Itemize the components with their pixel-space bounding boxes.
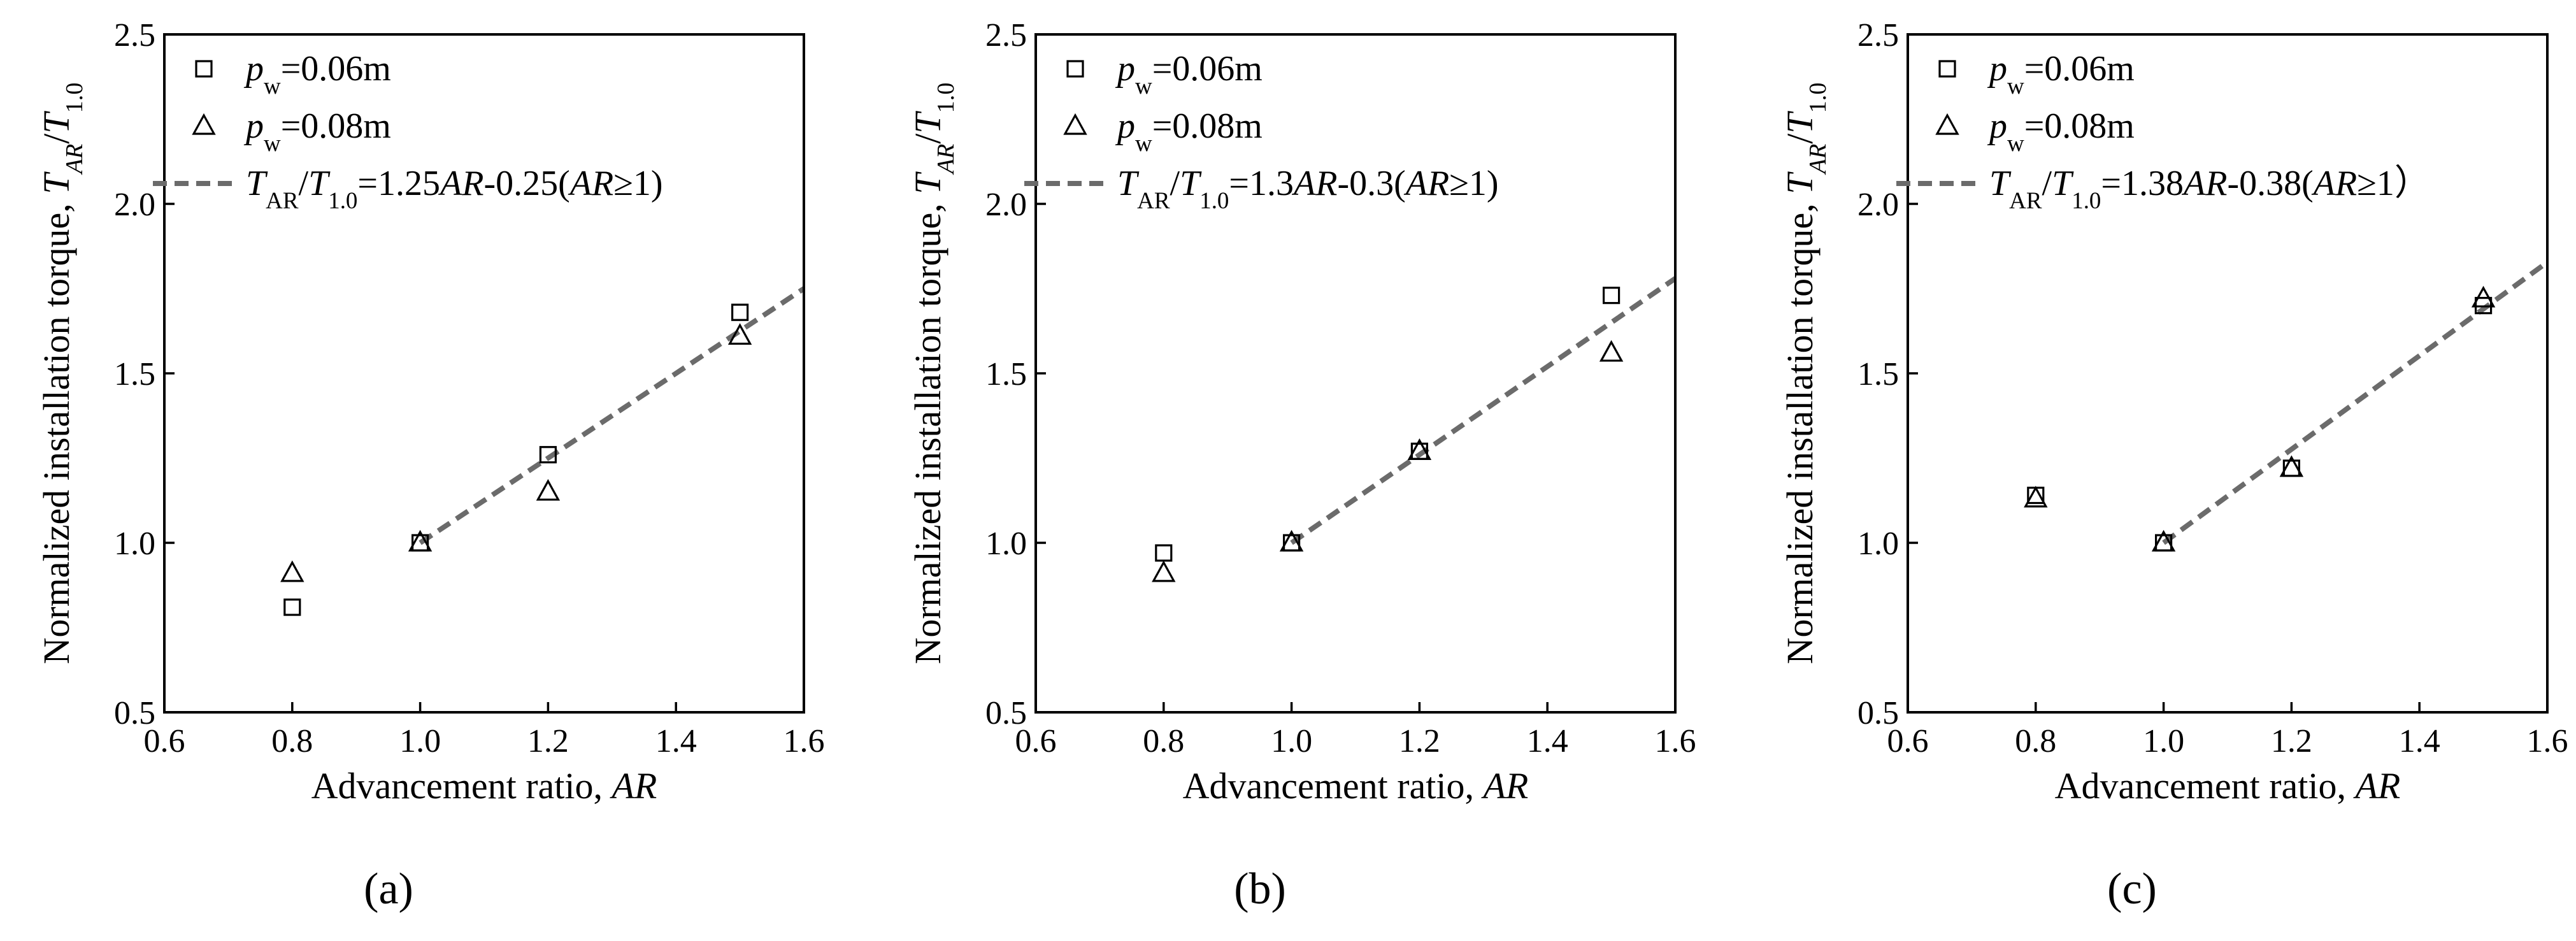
y-tick-label: 2.5: [114, 17, 155, 54]
y-tick-label: 1.0: [985, 526, 1027, 562]
data-point-square: [539, 446, 557, 464]
x-tick-label: 1.6: [1655, 723, 1696, 759]
legend-label: pw=0.06m: [1115, 49, 1263, 99]
data-point-triangle: [2024, 485, 2048, 508]
data-point-square: [283, 598, 301, 616]
x-tick-label: 1.4: [2399, 723, 2440, 759]
data-point-triangle: [408, 529, 433, 552]
x-axis-title: Advancement ratio, AR: [1183, 765, 1529, 807]
x-tick-label: 1.4: [655, 723, 697, 759]
x-axis-title: Advancement ratio, AR: [311, 765, 657, 807]
y-tick-label: 0.5: [1857, 695, 1899, 731]
fit-line: [2162, 260, 2547, 545]
x-tick-label: 0.8: [1143, 723, 1184, 759]
y-tick-label: 1.5: [114, 356, 155, 392]
y-tick-label: 0.5: [114, 695, 155, 731]
y-tick-label: 2.5: [1857, 17, 1899, 54]
x-tick-label: 0.6: [144, 723, 185, 759]
y-tick-label: 1.0: [1857, 526, 1899, 562]
data-point-triangle: [536, 478, 561, 501]
chart-panel-c: 0.6 0.8 1.0 1.2 1.4 1.6 0.5 1.0 1.5 2.0 2.5 Advance…: [1779, 17, 2568, 914]
legend-fit-label: TAR/T1.0=1.25AR-0.25(AR≥1): [246, 164, 663, 213]
legend-label: pw=0.08m: [243, 106, 391, 156]
data-point-square: [731, 303, 749, 321]
legend-label: pw=0.08m: [1987, 106, 2135, 156]
legend-fit-label: TAR/T1.0=1.38AR-0.38(AR≥1）: [1989, 164, 2430, 213]
x-tick-label: 0.6: [1887, 723, 1929, 759]
data-point-triangle: [727, 323, 752, 345]
data-point-square: [1603, 287, 1621, 305]
x-tick-label: 0.8: [271, 723, 313, 759]
panel-label: (b): [1234, 865, 1286, 914]
y-tick-label: 2.0: [1857, 187, 1899, 223]
x-tick-label: 1.6: [2527, 723, 2568, 759]
fit-line: [419, 286, 804, 545]
y-axis-title: Normalized installation torque, TAR/T1.0: [907, 83, 959, 664]
panel-label: (c): [2107, 865, 2157, 914]
legend-fit-label: TAR/T1.0=1.3AR-0.3(AR≥1): [1117, 164, 1499, 213]
x-tick-label: 0.8: [2015, 723, 2056, 759]
x-tick-label: 0.6: [1015, 723, 1057, 759]
y-tick-label: 1.5: [985, 356, 1027, 392]
x-tick-label: 1.0: [399, 723, 441, 759]
y-tick-label: 2.5: [985, 17, 1027, 54]
x-tick-label: 1.4: [1527, 723, 1568, 759]
x-tick-label: 1.0: [2143, 723, 2184, 759]
y-tick-label: 2.0: [985, 187, 1027, 223]
data-point-triangle: [1599, 340, 1624, 362]
fit-line: [1290, 276, 1675, 545]
data-point-triangle: [1152, 560, 1176, 582]
y-tick-label: 2.0: [114, 187, 155, 223]
y-tick-label: 1.0: [114, 526, 155, 562]
data-point-triangle: [2279, 455, 2304, 477]
data-point-triangle: [280, 560, 304, 582]
x-tick-label: 1.6: [784, 723, 825, 759]
data-point-triangle: [1407, 438, 1432, 460]
data-point-triangle: [2471, 285, 2496, 308]
legend-label: pw=0.06m: [1987, 49, 2135, 99]
data-point-triangle: [2151, 529, 2176, 552]
legend-square-marker: [195, 60, 213, 78]
legend-square-marker: [1938, 60, 1956, 78]
legend-triangle-marker: [1063, 113, 1087, 135]
x-axis-title: Advancement ratio, AR: [2055, 765, 2401, 807]
panel-label: (a): [364, 865, 413, 914]
legend-triangle-marker: [192, 113, 216, 135]
data-point-triangle: [1279, 529, 1304, 552]
y-tick-label: 0.5: [985, 695, 1027, 731]
y-axis-title: Normalized installation torque, TAR/T1.0: [36, 83, 88, 664]
chart-panel-b: 0.6 0.8 1.0 1.2 1.4 1.6 0.5 1.0 1.5 2.0 2.5 Advance…: [907, 17, 1696, 914]
legend-label: pw=0.06m: [243, 49, 391, 99]
x-tick-label: 1.2: [1399, 723, 1440, 759]
legend-triangle-marker: [1935, 113, 1959, 135]
x-tick-label: 1.2: [527, 723, 569, 759]
y-tick-label: 1.5: [1857, 356, 1899, 392]
x-tick-label: 1.0: [1271, 723, 1312, 759]
legend-square-marker: [1066, 60, 1084, 78]
y-axis-title: Normalized installation torque, TAR/T1.0: [1779, 83, 1831, 664]
chart-panel-a: 0.6 0.8 1.0 1.2 1.4 1.6 0.5 1.0 1.5 2.0 2.5 Advance…: [36, 17, 825, 914]
legend-label: pw=0.08m: [1115, 106, 1263, 156]
x-tick-label: 1.2: [2271, 723, 2312, 759]
data-point-square: [1155, 544, 1173, 562]
